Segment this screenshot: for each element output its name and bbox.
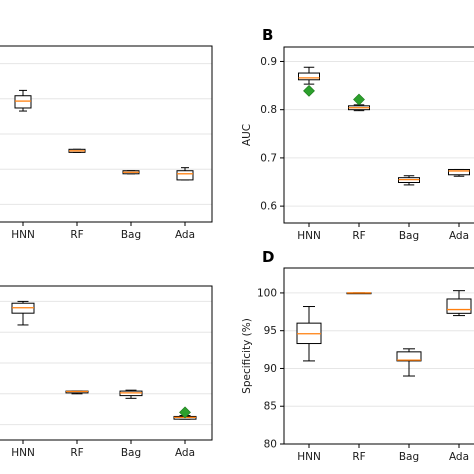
box-rf [348,93,370,112]
box-rf [68,148,86,153]
panel-3: HNN RF Bag Ada [0,285,213,459]
axes-frame [0,285,213,441]
box-ada [448,168,470,177]
box-ada [176,167,194,181]
box-hnn [296,306,322,362]
box-iqr [298,72,320,81]
panel-label: B [262,26,273,44]
panel-label: D [262,248,274,266]
y-tick-label: 0.6 [260,201,277,213]
box-bag [398,175,420,186]
box-iqr [396,351,422,362]
x-tick-label: Ada [449,451,469,463]
x-tick-label: Ada [175,229,195,241]
x-tick-label: RF [70,447,83,459]
y-tick-label: 80 [264,439,277,451]
box-hnn [11,300,35,326]
x-tick-label: Bag [121,229,141,241]
y-tick-label: 0.7 [260,152,277,164]
box-hnn [14,89,32,112]
box-ada [173,406,197,420]
x-tick-label: Ada [175,447,195,459]
panel-1: HNN RF Bag Ada [0,45,213,241]
box-iqr [14,95,32,109]
box-iqr [176,170,194,181]
x-tick-label: RF [70,229,83,241]
x-tick-label: Ada [449,230,469,242]
mean-marker [179,406,191,419]
box-rf [65,390,89,395]
mean-marker [353,93,365,106]
x-tick-label: HNN [297,230,321,242]
mean-marker [303,84,315,97]
panel-2: 0.6 0.7 0.8 0.9 AUC B HNN RF Bag Ada [241,26,474,242]
y-axis-label: Specificity (%) [241,318,253,394]
y-tick-label: 100 [257,287,277,299]
y-tick-label: 85 [264,401,277,413]
box-bag [119,389,143,399]
box-iqr [446,298,472,314]
box-bag [396,348,422,377]
x-tick-label: RF [352,451,365,463]
x-tick-label: HNN [11,229,35,241]
box-bag [122,170,140,175]
x-tick-label: HNN [297,451,321,463]
y-tick-label: 0.9 [260,56,277,68]
y-tick-label: 90 [264,363,277,375]
y-tick-label: 95 [264,325,277,337]
x-tick-label: Bag [121,447,141,459]
x-tick-label: HNN [11,447,35,459]
x-tick-label: Bag [399,230,419,242]
x-tick-label: RF [352,230,365,242]
y-tick-label: 0.8 [260,104,277,116]
y-axis-label: AUC [241,124,253,146]
axes-frame [283,46,474,224]
box-ada [446,290,472,317]
panel-4: 80 85 90 95 100 Specificity (%) D HNN RF Bag Ada [241,248,474,463]
axes-frame [283,267,474,445]
x-tick-label: Bag [399,451,419,463]
box-hnn [298,66,320,97]
box-iqr [448,168,470,176]
axes-frame [0,45,213,223]
box-rf [346,292,372,295]
